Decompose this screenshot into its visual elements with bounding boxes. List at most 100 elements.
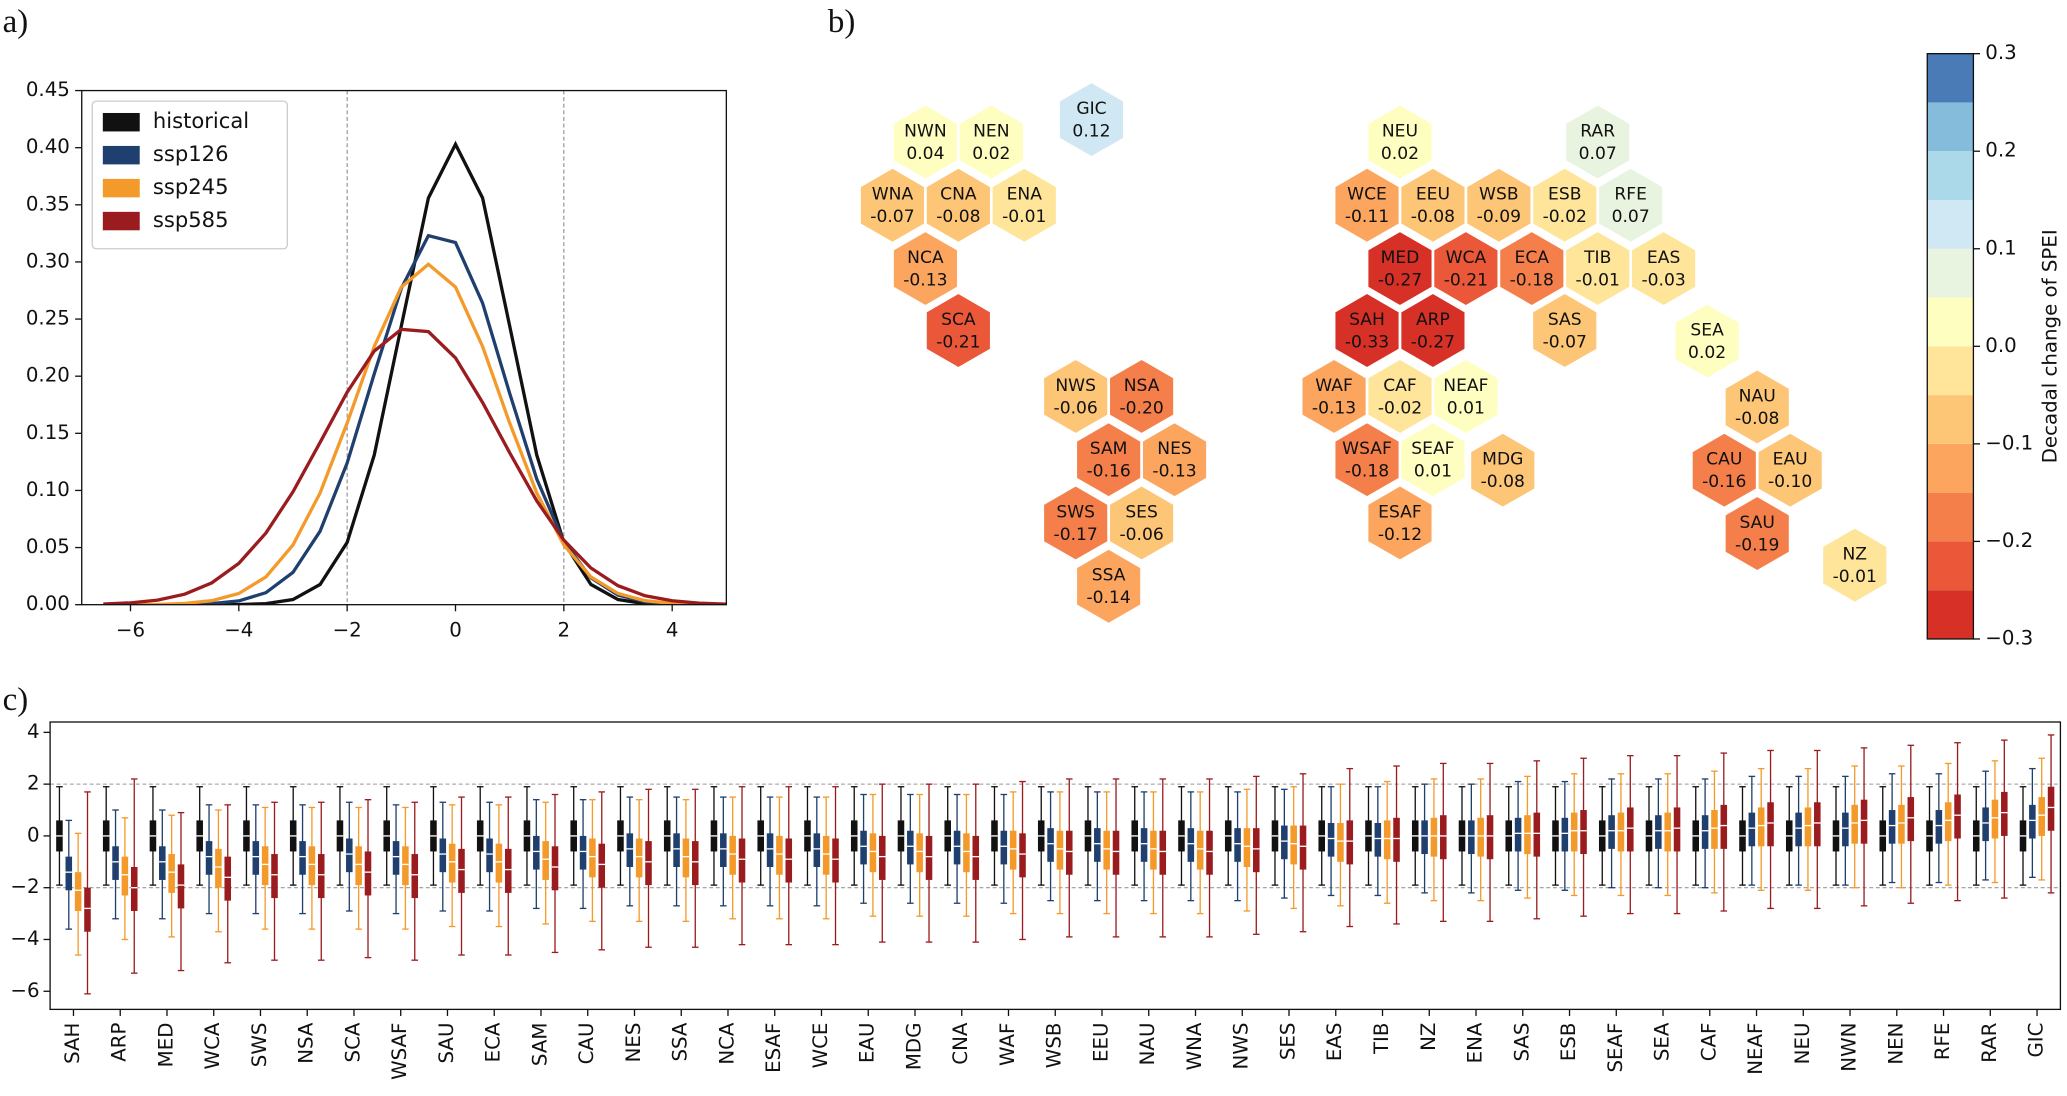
region-value: -0.06 [1119, 525, 1163, 545]
x-tick-label: WSB [1043, 1023, 1066, 1069]
region-value: -0.27 [1378, 270, 1422, 290]
box [1944, 802, 1952, 842]
box [1393, 817, 1400, 862]
box [533, 835, 540, 870]
box [1327, 822, 1335, 857]
box [1196, 830, 1204, 870]
region-hex [1723, 368, 1791, 446]
box [972, 835, 980, 880]
box [1383, 820, 1391, 860]
box [177, 864, 185, 909]
region-name: ARP [1416, 310, 1450, 330]
region-name: RAR [1580, 121, 1615, 141]
region-hex [1673, 302, 1741, 380]
panel-label: a) [3, 4, 29, 40]
region-name: ESAF [1378, 502, 1422, 522]
box [121, 856, 129, 896]
box [84, 887, 91, 932]
y-tick-label: 0.40 [26, 135, 70, 158]
region-name: SES [1125, 502, 1158, 522]
box [1346, 820, 1354, 865]
x-tick-label: SAH [61, 1023, 84, 1064]
x-tick-label: MED [154, 1023, 177, 1068]
box [1627, 807, 1634, 852]
x-tick-label: NEN [1884, 1023, 1907, 1065]
region-name: SCA [941, 310, 976, 330]
x-tick-label: ARP [108, 1022, 131, 1061]
box [720, 833, 727, 867]
box [252, 841, 260, 875]
region-value: -0.01 [1002, 207, 1046, 227]
x-tick-label: −2 [333, 619, 362, 642]
y-tick-label: −4 [10, 927, 39, 950]
region-hex [1366, 357, 1434, 436]
colorbar-label: Decadal change of SPEI [2039, 229, 2062, 463]
region-name: NEN [973, 121, 1009, 141]
region-value: 0.07 [1612, 207, 1650, 227]
box [1570, 812, 1578, 852]
colorbar-bin [1927, 492, 1974, 542]
box [1374, 822, 1382, 857]
box [551, 846, 559, 891]
x-tick-label: SEAF [1604, 1023, 1627, 1073]
region-value: 0.07 [1579, 144, 1617, 164]
box [1720, 804, 1728, 849]
box [1056, 830, 1064, 870]
legend-swatch [102, 145, 140, 165]
box [364, 851, 372, 896]
region-value: -0.13 [903, 270, 947, 290]
x-tick-label: SAM [528, 1023, 551, 1066]
region-name: MED [1381, 248, 1420, 268]
x-tick-label: WCE [809, 1023, 832, 1069]
box [411, 854, 419, 899]
colorbar-bin [1927, 590, 1974, 639]
region-hex [1399, 291, 1467, 370]
x-tick-label: RFE [1931, 1023, 1954, 1061]
legend-box [91, 100, 289, 250]
legend-label: ssp585 [153, 207, 229, 232]
region-hex [1366, 484, 1434, 562]
region-hex [1057, 80, 1126, 159]
box [355, 846, 362, 886]
region-name: WCA [1446, 248, 1487, 268]
legend-label: historical [153, 108, 249, 133]
axes-frame [81, 89, 728, 606]
y-tick-label: 0 [27, 823, 40, 846]
y-tick-label: 0.10 [26, 478, 70, 501]
box [495, 843, 503, 883]
x-tick-label: EAS [1323, 1023, 1346, 1062]
box [1477, 817, 1484, 857]
region-value: -0.20 [1119, 398, 1163, 418]
box [1533, 812, 1541, 857]
x-tick-label: 4 [666, 619, 679, 642]
box [486, 838, 493, 873]
region-hex [1141, 420, 1209, 499]
region-value: -0.10 [1768, 472, 1812, 492]
box [1514, 817, 1522, 852]
box [1009, 830, 1017, 870]
box [1767, 802, 1774, 847]
box [402, 846, 409, 886]
box [813, 833, 821, 867]
x-tick-label: SEA [1651, 1022, 1674, 1061]
region-value: 0.02 [1688, 343, 1726, 363]
region-hex [1432, 229, 1500, 308]
region-hex [1399, 166, 1467, 244]
box [1860, 799, 1868, 844]
box [953, 830, 961, 865]
box [1112, 830, 1120, 875]
region-value: 0.04 [906, 144, 944, 164]
region-name: ECA [1515, 248, 1550, 268]
region-name: WSB [1479, 185, 1519, 205]
x-tick-label: SAS [1510, 1023, 1533, 1062]
legend-swatch [102, 178, 140, 198]
x-tick-label: ESB [1557, 1023, 1580, 1062]
box [1299, 825, 1307, 870]
box [346, 838, 353, 873]
x-tick-label: GIC [2025, 1023, 2048, 1058]
colorbar-tick-label: 0.3 [1985, 41, 2016, 64]
x-tick-label: ENA [1464, 1022, 1487, 1063]
region-value: -0.03 [1641, 270, 1685, 290]
region-name: GIC [1076, 99, 1106, 119]
region-value: 0.02 [972, 144, 1010, 164]
